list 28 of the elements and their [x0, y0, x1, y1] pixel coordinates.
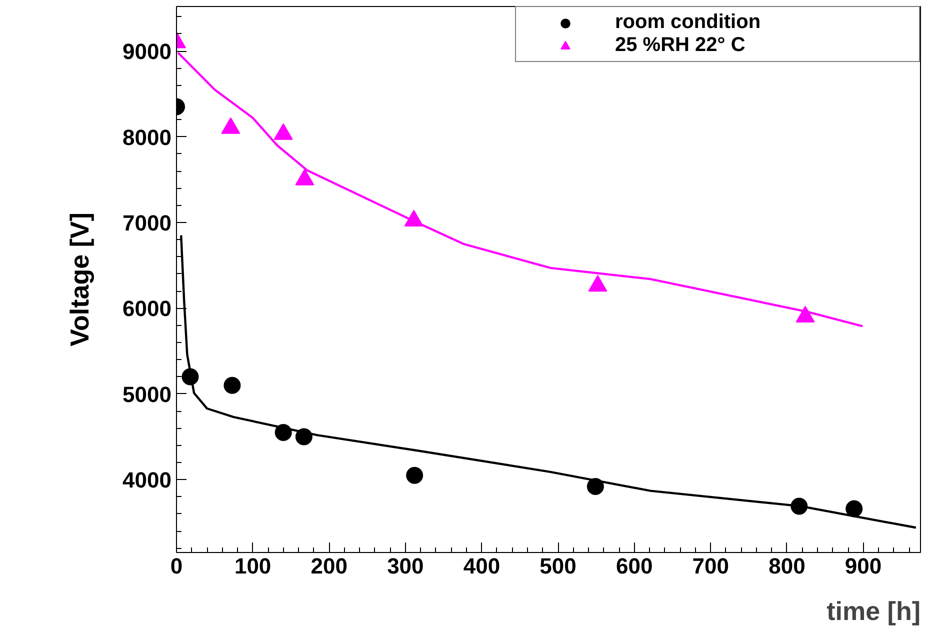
- point: [295, 168, 314, 186]
- y-tick-label: 9000: [122, 39, 172, 64]
- point: [221, 117, 240, 134]
- line-series: [176, 52, 864, 328]
- x-tick-label: 0: [170, 554, 183, 578]
- y-tick-label: 5000: [122, 382, 172, 407]
- y-tick-label: 4000: [122, 468, 172, 493]
- point: [846, 500, 863, 518]
- point: [274, 123, 293, 140]
- point: [588, 275, 608, 292]
- x-axis-title: time [h]: [826, 596, 921, 626]
- y-axis-title: Voltage [V]: [64, 212, 95, 346]
- point: [224, 376, 241, 394]
- y-tick-label: 7000: [122, 210, 172, 236]
- x-tick-label: 300: [387, 554, 424, 578]
- legend-label: room condition: [615, 11, 762, 34]
- point: [406, 466, 424, 484]
- x-tick-label: 100: [234, 554, 272, 578]
- x-tick-label: 600: [616, 554, 653, 578]
- x-tick-label: 400: [463, 554, 500, 578]
- x-tick-label: 800: [768, 554, 806, 578]
- x-tick-label: 200: [310, 554, 348, 578]
- legend-label: 25 %RH 22° C: [615, 34, 746, 57]
- y-tick-label: 6000: [122, 296, 172, 322]
- x-tick-label: 700: [692, 554, 730, 578]
- x-tick-label: 900: [844, 554, 882, 578]
- x-tick-label: 500: [540, 554, 576, 578]
- y-tick-label: 8000: [122, 124, 172, 150]
